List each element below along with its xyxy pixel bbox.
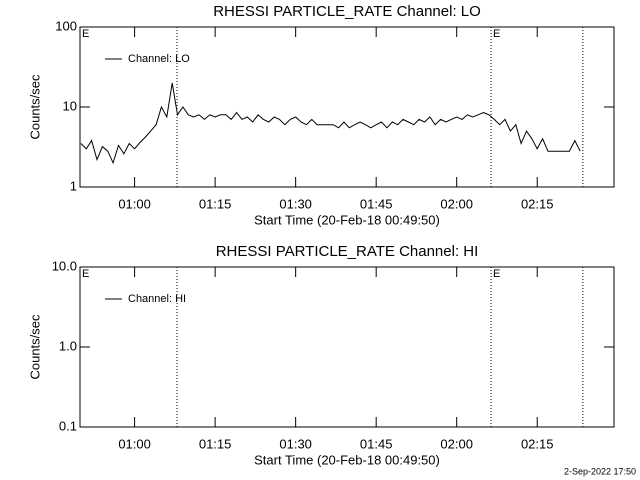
x-tick-label: 02:15 xyxy=(521,196,554,211)
x-tick-label: 01:30 xyxy=(279,196,312,211)
x-tick-label: 01:30 xyxy=(279,436,312,451)
event-label: E xyxy=(493,28,500,40)
x-tick-label: 02:00 xyxy=(440,436,473,451)
x-tick-label: 02:00 xyxy=(440,196,473,211)
legend-label: Channel: LO xyxy=(128,53,190,65)
y-tick-label: 10.0 xyxy=(52,258,77,273)
x-tick-label: 01:00 xyxy=(118,436,151,451)
event-label: E xyxy=(493,268,500,280)
x-tick-label: 01:00 xyxy=(118,196,151,211)
x-axis-label: Start Time (20-Feb-18 00:49:50) xyxy=(254,452,440,467)
data-line xyxy=(80,82,581,165)
x-tick-label: 01:15 xyxy=(199,196,232,211)
x-axis-label: Start Time (20-Feb-18 00:49:50) xyxy=(254,212,440,227)
plot-frame xyxy=(79,266,615,428)
footer-timestamp: 2-Sep-2022 17:50 xyxy=(564,466,636,476)
y-axis-label: Counts/sec xyxy=(27,314,42,380)
legend-label: Channel: HI xyxy=(128,293,186,305)
y-tick-label: 0.1 xyxy=(59,418,77,433)
x-tick-label: 01:45 xyxy=(360,196,393,211)
x-tick-label: 02:15 xyxy=(521,436,554,451)
plot-frame xyxy=(79,26,615,188)
x-tick-label: 01:15 xyxy=(199,436,232,451)
y-tick-label: 1 xyxy=(70,178,77,193)
y-tick-label: 100 xyxy=(55,18,77,33)
y-axis-label: Counts/sec xyxy=(27,74,42,140)
x-tick-label: 01:45 xyxy=(360,436,393,451)
chart-title: RHESSI PARTICLE_RATE Channel: HI xyxy=(216,243,479,260)
chart-title: RHESSI PARTICLE_RATE Channel: LO xyxy=(213,3,481,20)
y-tick-label: 10 xyxy=(63,98,77,113)
y-tick-label: 1.0 xyxy=(59,338,77,353)
event-label: E xyxy=(82,28,89,40)
event-label: E xyxy=(82,268,89,280)
